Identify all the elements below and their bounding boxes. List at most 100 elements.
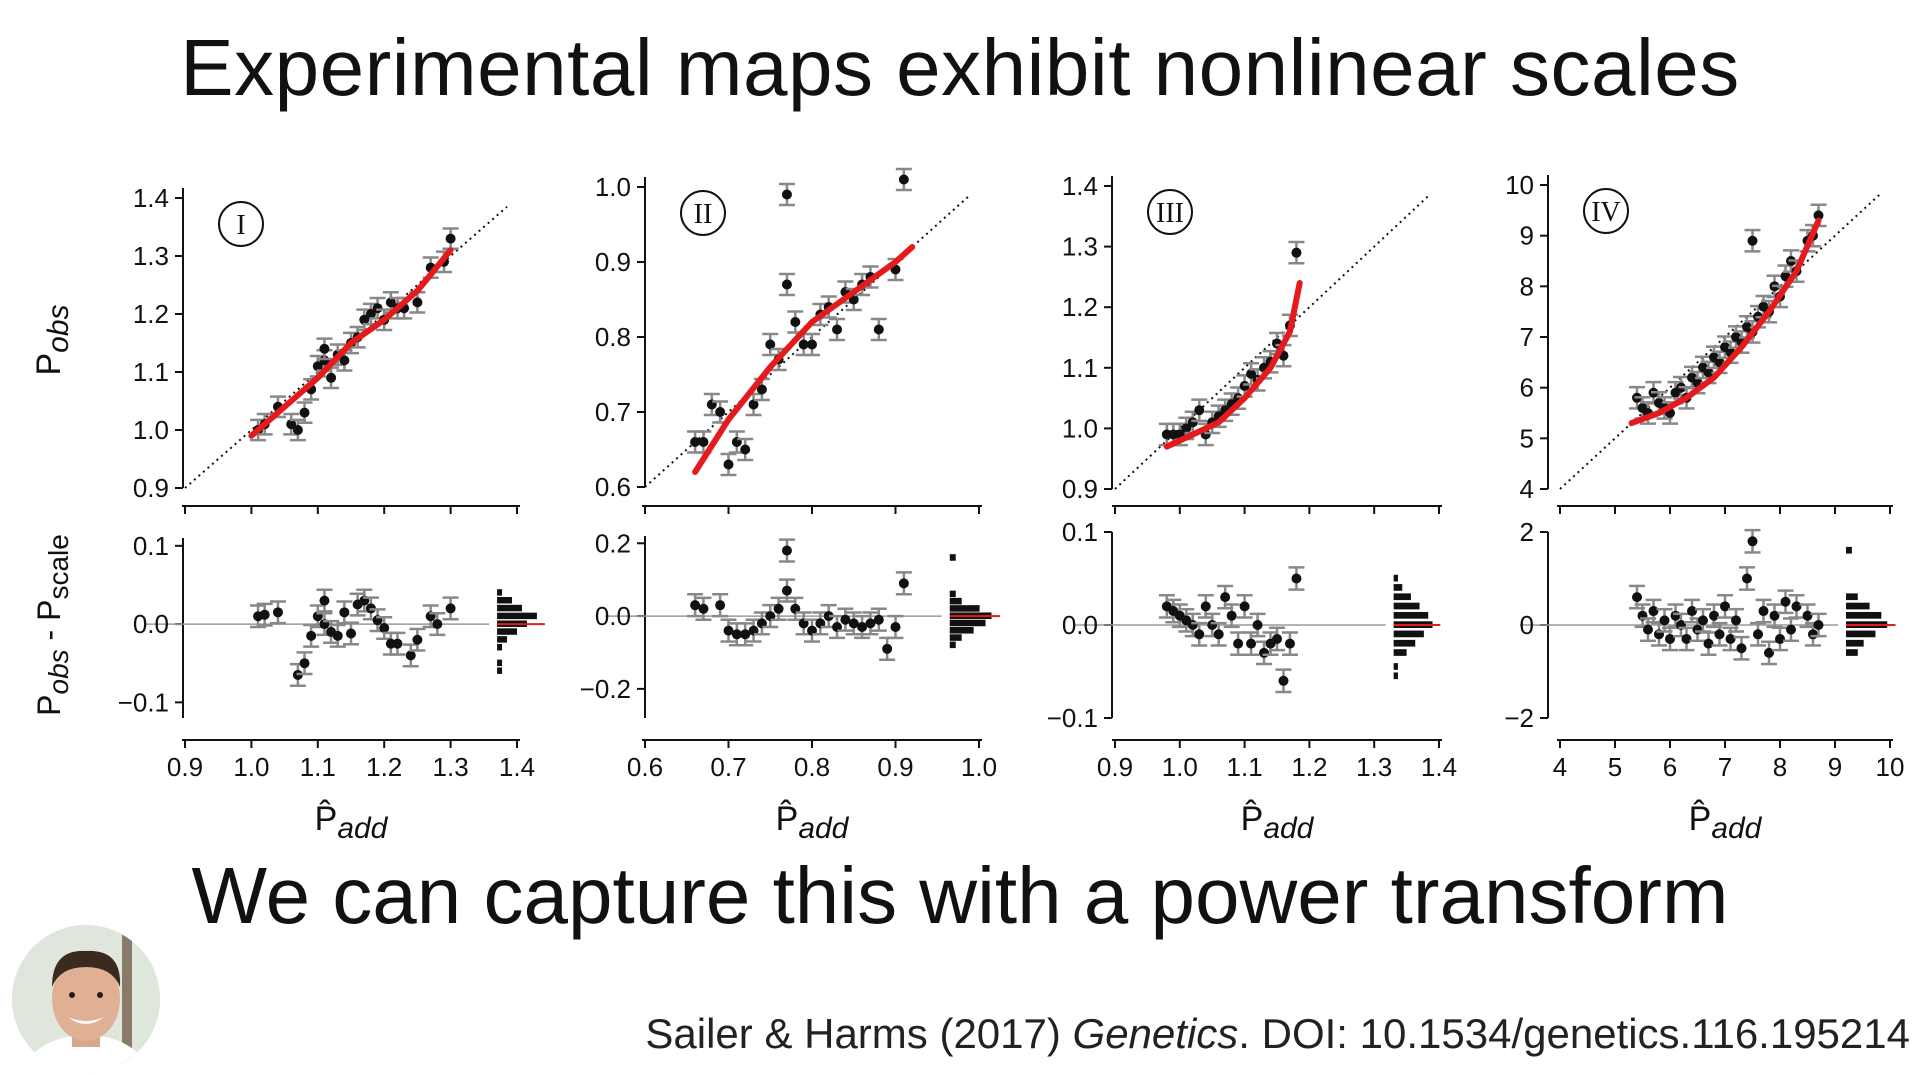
residual-point bbox=[1259, 647, 1270, 658]
y-tick-label: 1.3 bbox=[133, 241, 169, 271]
residual-point bbox=[319, 595, 330, 606]
x-tick-label: 9 bbox=[1828, 752, 1842, 782]
data-point bbox=[740, 444, 751, 455]
histogram-bar bbox=[1846, 602, 1870, 610]
residual-point bbox=[898, 578, 909, 589]
histogram-bar bbox=[949, 554, 956, 561]
histogram-bar bbox=[497, 659, 503, 667]
data-point bbox=[312, 361, 323, 372]
y-tick-label: 1.1 bbox=[1062, 353, 1098, 383]
data-point bbox=[790, 317, 801, 327]
x-axis-label: P̂add bbox=[315, 799, 389, 845]
histogram-bar bbox=[497, 597, 513, 604]
residual-point bbox=[392, 638, 403, 649]
residual-point bbox=[1703, 638, 1714, 649]
residual-point bbox=[1220, 592, 1231, 603]
y-tick-label: 2 bbox=[1520, 517, 1534, 547]
residual-point bbox=[1714, 629, 1725, 640]
histogram-bar bbox=[949, 634, 962, 641]
y-tick-label: 0.7 bbox=[595, 397, 631, 427]
citation-journal: Genetics bbox=[1072, 1010, 1239, 1057]
x-tick-label: 1.4 bbox=[1421, 752, 1457, 782]
y-tick-label: 1.4 bbox=[133, 183, 169, 213]
residual-point bbox=[339, 607, 350, 618]
data-point bbox=[1194, 405, 1205, 416]
histogram-bar bbox=[1393, 584, 1403, 591]
x-tick-label: 1.0 bbox=[233, 752, 269, 782]
citation: Sailer & Harms (2017) Genetics. DOI: 10.… bbox=[645, 1010, 1910, 1058]
histogram-bar bbox=[1393, 639, 1416, 647]
residual-point bbox=[848, 618, 859, 629]
x-axis-label: P̂add bbox=[1241, 799, 1315, 845]
data-point bbox=[756, 384, 767, 395]
residual-point bbox=[299, 658, 310, 669]
x-tick-label: 1.3 bbox=[433, 752, 469, 782]
top-y-axis-label: Pobs bbox=[30, 304, 75, 375]
residual-point bbox=[1291, 573, 1302, 584]
residual-point bbox=[1802, 610, 1813, 621]
x-tick-label: 1.2 bbox=[366, 752, 402, 782]
data-point bbox=[286, 419, 297, 430]
y-tick-label: 0.1 bbox=[133, 531, 169, 561]
histogram-bar bbox=[1846, 611, 1882, 619]
residual-point bbox=[1698, 615, 1708, 626]
data-point bbox=[748, 399, 759, 410]
histogram-bar bbox=[497, 667, 503, 674]
residual-point bbox=[1687, 606, 1697, 617]
residual-point bbox=[890, 622, 901, 632]
residual-point bbox=[723, 625, 734, 636]
fit-curve bbox=[1163, 280, 1303, 450]
x-tick-label: 5 bbox=[1608, 752, 1622, 782]
x-axis-label: P̂add bbox=[1689, 799, 1763, 845]
x-tick-label: 8 bbox=[1773, 752, 1787, 782]
data-point bbox=[832, 324, 843, 335]
data-point bbox=[412, 297, 423, 308]
data-point bbox=[807, 339, 817, 350]
data-point bbox=[1187, 417, 1198, 428]
y-tick-label: 0.9 bbox=[133, 473, 169, 503]
residual-point bbox=[1272, 633, 1282, 644]
fit-curve bbox=[1628, 217, 1822, 427]
y-tick-label: 5 bbox=[1520, 423, 1534, 453]
histogram-bar bbox=[949, 627, 974, 634]
data-point bbox=[365, 309, 376, 319]
residual-point bbox=[1681, 633, 1692, 644]
y-tick-label: −0.2 bbox=[580, 674, 631, 704]
histogram-bar bbox=[497, 636, 508, 643]
residual-point bbox=[1207, 620, 1218, 630]
residual-point bbox=[873, 614, 884, 625]
data-point bbox=[781, 189, 792, 200]
residual-point bbox=[1670, 610, 1681, 621]
y-tick-label: −0.1 bbox=[1047, 703, 1098, 733]
data-point bbox=[339, 355, 350, 366]
y-tick-label: 6 bbox=[1520, 373, 1534, 403]
residual-point bbox=[332, 630, 343, 641]
residual-point bbox=[1725, 633, 1736, 644]
histogram-bar bbox=[949, 597, 962, 605]
y-tick-label: 4 bbox=[1520, 474, 1534, 504]
residual-point bbox=[1194, 629, 1205, 640]
y-tick-label: 0.6 bbox=[595, 472, 631, 502]
residual-point bbox=[1791, 601, 1802, 612]
data-point bbox=[898, 174, 909, 185]
fit-curve bbox=[248, 247, 454, 439]
y-tick-label: 1.4 bbox=[1062, 171, 1098, 201]
residual-point bbox=[259, 609, 270, 620]
histogram-bar bbox=[1846, 630, 1876, 638]
y-tick-label: 0.2 bbox=[595, 528, 631, 558]
residual-point bbox=[432, 619, 443, 630]
x-tick-label: 0.9 bbox=[167, 752, 203, 782]
panel-label-circle bbox=[218, 201, 264, 247]
residual-point bbox=[698, 603, 709, 614]
histogram-bar bbox=[1393, 649, 1407, 656]
x-tick-label: 0.9 bbox=[1097, 752, 1133, 782]
presenter-avatar bbox=[12, 925, 160, 1073]
data-point bbox=[873, 324, 884, 335]
y-tick-label: 0.9 bbox=[1062, 474, 1098, 504]
residual-point bbox=[1187, 620, 1198, 630]
histogram-bar bbox=[1846, 649, 1858, 656]
data-point bbox=[1703, 367, 1714, 378]
panel-label: III bbox=[1156, 198, 1184, 229]
y-tick-label: 8 bbox=[1520, 271, 1534, 301]
